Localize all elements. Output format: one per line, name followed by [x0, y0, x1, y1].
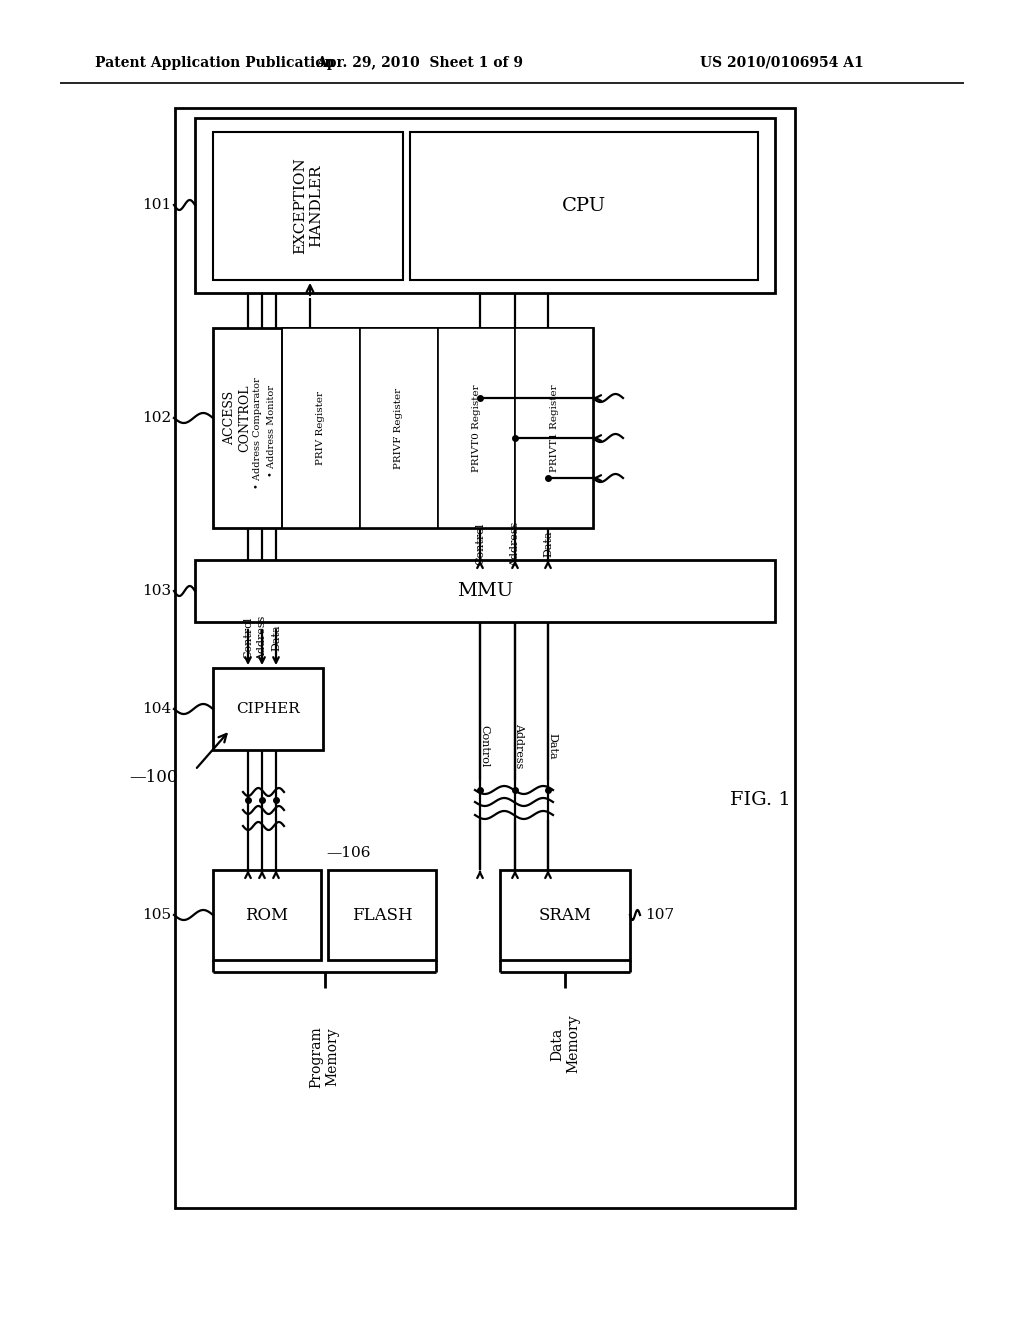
Text: SRAM: SRAM	[539, 907, 592, 924]
Text: Control: Control	[243, 616, 253, 659]
Bar	[213, 870, 321, 960]
Text: 105: 105	[142, 908, 171, 921]
Bar	[175, 108, 795, 1208]
Text: ACCESS
CONTROL: ACCESS CONTROL	[223, 384, 251, 451]
Text: EXCEPTION
HANDLER: EXCEPTION HANDLER	[293, 157, 324, 255]
Text: ROM: ROM	[246, 907, 289, 924]
Text: PRIVF Register: PRIVF Register	[394, 388, 403, 469]
Bar	[359, 327, 437, 528]
Text: 102: 102	[141, 411, 171, 425]
Text: Data: Data	[271, 624, 281, 651]
Text: MMU: MMU	[457, 582, 513, 601]
Bar	[195, 117, 775, 293]
Text: Program
Memory: Program Memory	[309, 1026, 340, 1088]
Text: 103: 103	[142, 583, 171, 598]
Text: 101: 101	[141, 198, 171, 213]
Text: Control: Control	[479, 725, 489, 767]
Text: 107: 107	[645, 908, 674, 921]
Bar	[328, 870, 436, 960]
Text: Address: Address	[257, 615, 267, 661]
Bar	[515, 327, 593, 528]
Text: Apr. 29, 2010  Sheet 1 of 9: Apr. 29, 2010 Sheet 1 of 9	[316, 55, 523, 70]
Text: CIPHER: CIPHER	[237, 702, 300, 715]
Text: Data
Memory: Data Memory	[550, 1015, 581, 1073]
Text: CPU: CPU	[562, 197, 606, 215]
Text: 104: 104	[141, 702, 171, 715]
Text: Data: Data	[543, 531, 553, 557]
Text: Data: Data	[547, 733, 557, 759]
Bar	[410, 132, 758, 280]
Text: —106: —106	[326, 846, 371, 861]
Text: PRIVT0 Register: PRIVT0 Register	[472, 384, 481, 471]
Text: —100: —100	[129, 770, 178, 787]
Bar	[195, 560, 775, 622]
Text: Address: Address	[514, 723, 524, 768]
Text: • Address Monitor: • Address Monitor	[266, 385, 275, 477]
Bar	[213, 132, 403, 280]
Text: FIG. 1: FIG. 1	[730, 791, 791, 809]
Text: Control: Control	[475, 523, 485, 565]
Bar	[213, 327, 593, 528]
Text: PRIVT1 Register: PRIVT1 Register	[550, 384, 559, 471]
Bar	[282, 327, 359, 528]
Text: Address: Address	[510, 521, 520, 566]
Text: FLASH: FLASH	[351, 907, 413, 924]
Bar	[437, 327, 515, 528]
Bar	[500, 870, 630, 960]
Text: US 2010/0106954 A1: US 2010/0106954 A1	[700, 55, 864, 70]
Bar	[213, 668, 323, 750]
Text: PRIV Register: PRIV Register	[316, 391, 326, 465]
Text: Patent Application Publication: Patent Application Publication	[95, 55, 335, 70]
Text: • Address Comparator: • Address Comparator	[254, 378, 262, 488]
